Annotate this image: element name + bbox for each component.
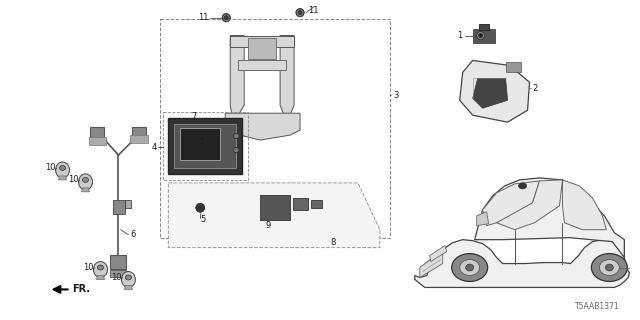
- Ellipse shape: [60, 165, 65, 171]
- Text: 1: 1: [458, 31, 463, 40]
- Polygon shape: [168, 118, 242, 174]
- Ellipse shape: [460, 260, 479, 276]
- Polygon shape: [420, 250, 443, 277]
- Ellipse shape: [205, 119, 212, 126]
- Text: 10: 10: [83, 263, 93, 272]
- Text: 11: 11: [198, 13, 208, 22]
- Ellipse shape: [479, 34, 483, 37]
- Bar: [248, 37, 276, 60]
- Bar: [174, 124, 236, 168]
- Polygon shape: [563, 180, 606, 230]
- Ellipse shape: [518, 183, 527, 189]
- Text: 3: 3: [393, 91, 398, 100]
- Polygon shape: [430, 246, 447, 261]
- Bar: [125, 200, 131, 208]
- Bar: [111, 255, 127, 268]
- Text: 10: 10: [45, 164, 56, 172]
- Polygon shape: [415, 240, 629, 287]
- Ellipse shape: [600, 260, 620, 276]
- Ellipse shape: [452, 253, 488, 282]
- Bar: [131, 135, 148, 143]
- Bar: [163, 112, 248, 180]
- Ellipse shape: [212, 135, 219, 141]
- Text: 8: 8: [330, 238, 335, 247]
- Bar: [180, 128, 220, 160]
- Polygon shape: [230, 36, 294, 47]
- Polygon shape: [59, 176, 67, 180]
- Bar: [161, 19, 390, 238]
- Text: T5AAB1371: T5AAB1371: [575, 302, 620, 311]
- Text: 4: 4: [152, 142, 157, 152]
- Text: 6: 6: [131, 230, 136, 239]
- Text: 10: 10: [68, 175, 79, 184]
- Bar: [479, 24, 488, 29]
- Polygon shape: [238, 60, 286, 70]
- Ellipse shape: [224, 16, 228, 20]
- Polygon shape: [477, 212, 488, 226]
- Ellipse shape: [56, 162, 70, 178]
- Text: 7: 7: [198, 138, 204, 147]
- Text: 7: 7: [191, 112, 196, 121]
- Polygon shape: [230, 36, 244, 115]
- Text: 5: 5: [200, 215, 205, 224]
- Ellipse shape: [122, 271, 136, 287]
- Ellipse shape: [93, 261, 108, 277]
- Polygon shape: [460, 60, 529, 122]
- Ellipse shape: [591, 253, 627, 282]
- Ellipse shape: [83, 177, 88, 182]
- Ellipse shape: [605, 264, 613, 271]
- Ellipse shape: [196, 203, 205, 212]
- Bar: [90, 127, 104, 143]
- Polygon shape: [280, 36, 294, 115]
- Ellipse shape: [298, 11, 302, 15]
- Bar: [111, 269, 127, 277]
- FancyArrowPatch shape: [54, 286, 68, 293]
- Ellipse shape: [79, 174, 93, 190]
- Bar: [113, 200, 125, 214]
- Text: 11: 11: [308, 6, 319, 15]
- Bar: [88, 137, 106, 145]
- Bar: [479, 24, 488, 29]
- Polygon shape: [124, 285, 132, 289]
- Ellipse shape: [466, 264, 474, 271]
- Polygon shape: [81, 188, 90, 192]
- Polygon shape: [475, 178, 625, 258]
- Ellipse shape: [477, 32, 484, 40]
- Bar: [132, 127, 147, 141]
- Polygon shape: [473, 78, 508, 108]
- Polygon shape: [483, 181, 540, 226]
- Polygon shape: [473, 28, 495, 43]
- Polygon shape: [97, 276, 104, 279]
- Ellipse shape: [97, 265, 104, 270]
- Text: 9: 9: [266, 221, 271, 230]
- Ellipse shape: [296, 9, 304, 17]
- Polygon shape: [260, 195, 290, 220]
- Text: FR.: FR.: [72, 284, 90, 294]
- Ellipse shape: [233, 134, 239, 139]
- Ellipse shape: [233, 148, 239, 153]
- Bar: [506, 62, 520, 72]
- Polygon shape: [497, 180, 563, 230]
- Polygon shape: [311, 200, 322, 208]
- Polygon shape: [168, 183, 380, 248]
- Polygon shape: [293, 198, 308, 210]
- Ellipse shape: [125, 275, 131, 280]
- Ellipse shape: [222, 14, 230, 22]
- Text: 2: 2: [532, 84, 538, 93]
- Polygon shape: [225, 113, 300, 140]
- Text: 10: 10: [111, 273, 122, 282]
